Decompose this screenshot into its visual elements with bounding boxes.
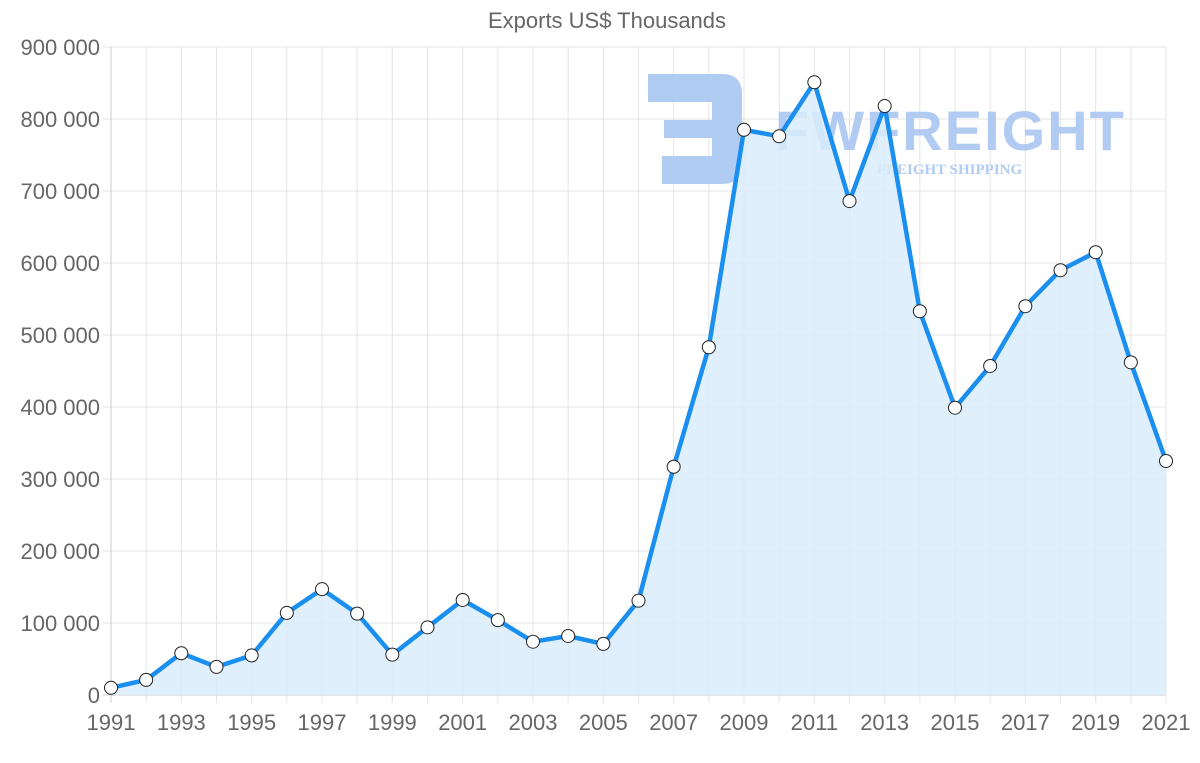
y-tick-label: 400 000	[20, 395, 100, 420]
data-point[interactable]	[596, 636, 611, 651]
x-tick-label: 1997	[298, 710, 347, 735]
data-point[interactable]	[1088, 245, 1103, 260]
y-tick-label: 800 000	[20, 107, 100, 132]
data-point[interactable]	[385, 647, 400, 662]
x-tick-label: 2009	[720, 710, 769, 735]
x-tick-label: 1993	[157, 710, 206, 735]
data-point[interactable]	[561, 628, 576, 643]
data-point[interactable]	[209, 659, 224, 674]
data-point[interactable]	[1123, 355, 1138, 370]
data-point[interactable]	[983, 358, 998, 373]
data-point[interactable]	[948, 400, 962, 415]
data-point[interactable]	[737, 122, 751, 137]
data-point[interactable]	[174, 646, 189, 661]
x-tick-label: 2017	[1001, 710, 1050, 735]
x-tick-label: 1991	[87, 710, 136, 735]
x-tick-label: 1995	[227, 710, 276, 735]
x-tick-label: 2019	[1071, 710, 1120, 735]
x-tick-label: 2001	[438, 710, 487, 735]
data-point[interactable]	[842, 194, 857, 209]
x-tick-label: 2003	[509, 710, 558, 735]
x-tick-label: 2015	[931, 710, 980, 735]
x-tick-label: 2013	[860, 710, 909, 735]
data-point[interactable]	[1159, 454, 1173, 468]
data-point[interactable]	[526, 634, 540, 649]
x-tick-label: 1999	[368, 710, 417, 735]
area-fill	[111, 82, 1166, 696]
data-point[interactable]	[807, 75, 822, 90]
data-point[interactable]	[631, 593, 646, 608]
data-point[interactable]	[455, 592, 470, 607]
y-tick-label: 0	[88, 683, 100, 708]
data-point[interactable]	[244, 648, 259, 663]
data-point[interactable]	[701, 340, 716, 355]
y-tick-label: 500 000	[20, 323, 100, 348]
data-point[interactable]	[139, 672, 154, 687]
data-point[interactable]	[279, 605, 294, 620]
data-point[interactable]	[420, 620, 435, 635]
x-tick-label: 2005	[579, 710, 628, 735]
data-points	[104, 75, 1173, 695]
data-point[interactable]	[912, 304, 927, 319]
x-tick-label: 2007	[649, 710, 698, 735]
x-axis: 1991 1993 1995 1997 1999 2001 2003 2005 2007 2009…	[87, 710, 1191, 735]
x-tick-label: 2011	[791, 710, 838, 735]
data-point[interactable]	[104, 680, 118, 695]
chart-title: Exports US$ Thousands	[487, 8, 727, 33]
data-point[interactable]	[1053, 263, 1068, 278]
x-tick-label: 2021	[1142, 710, 1191, 735]
data-point[interactable]	[315, 582, 329, 597]
data-point[interactable]	[490, 613, 505, 628]
data-point[interactable]	[1018, 299, 1033, 314]
watermark-logo-icon	[648, 74, 742, 184]
y-tick-label: 700 000	[20, 179, 100, 204]
y-axis: 0 100 000 200 000 300 000 400 000 500 000 600 …	[20, 35, 100, 708]
data-point[interactable]	[666, 459, 681, 474]
data-point[interactable]	[772, 129, 787, 144]
y-tick-label: 300 000	[20, 467, 100, 492]
y-tick-label: 100 000	[20, 611, 100, 636]
y-tick-label: 600 000	[20, 251, 100, 276]
y-tick-label: 200 000	[20, 539, 100, 564]
data-point[interactable]	[877, 99, 892, 114]
data-point[interactable]	[350, 606, 365, 621]
y-tick-label: 900 000	[20, 35, 100, 60]
watermark-tagline: FREIGHT SHIPPING	[877, 162, 1022, 178]
